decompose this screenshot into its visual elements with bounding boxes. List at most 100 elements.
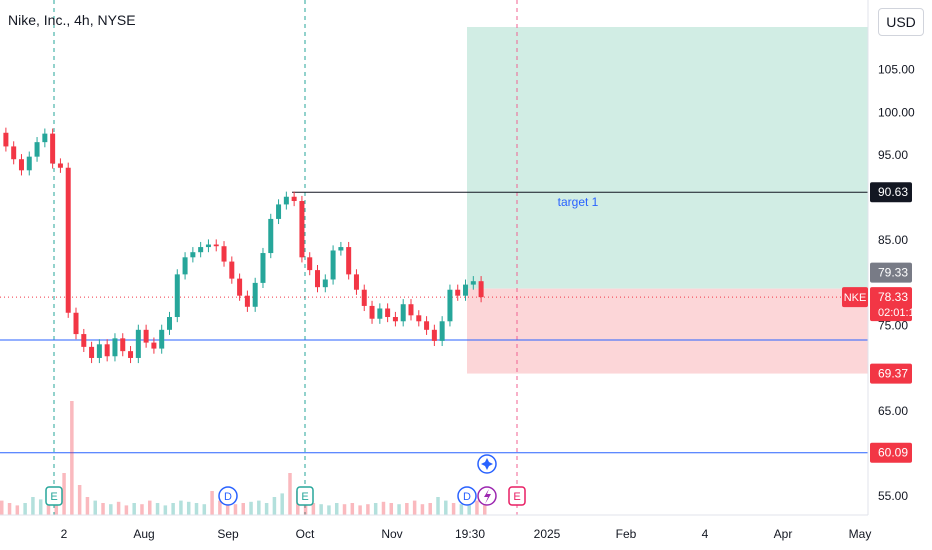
- volume-bar: [132, 503, 136, 515]
- candle-body: [447, 289, 453, 322]
- price-tick-label: 55.00: [878, 489, 908, 503]
- price-tick-label: 65.00: [878, 404, 908, 418]
- candle-body: [73, 312, 79, 335]
- time-tick-label: 2: [61, 527, 68, 541]
- volume-bar: [358, 505, 362, 515]
- candle-body: [299, 201, 305, 258]
- volume-bar: [124, 505, 129, 515]
- time-tick-label: 4: [702, 527, 709, 541]
- candle-body: [120, 338, 126, 352]
- time-tick-label: 19:30: [455, 527, 485, 541]
- lightning-glyph-icon: [484, 489, 491, 504]
- volume-bar: [381, 501, 386, 515]
- volume-bar: [155, 503, 160, 515]
- volume-bar: [373, 503, 378, 515]
- candle-body: [463, 284, 469, 296]
- volume-bar: [334, 503, 339, 515]
- time-tick-label: Sep: [217, 527, 239, 541]
- stop-price-tag: 69.37: [878, 367, 908, 381]
- candle-body: [338, 247, 344, 251]
- volume-bar: [249, 501, 253, 515]
- earnings-marker-2: [296, 486, 314, 506]
- volume-bar: [444, 500, 448, 515]
- candle-body: [159, 329, 165, 349]
- candle-body: [392, 317, 398, 322]
- volume-bar: [272, 497, 277, 515]
- volume-bar: [327, 505, 331, 515]
- candle-body: [252, 282, 258, 307]
- volume-bar: [241, 503, 245, 515]
- volume-bar: [218, 500, 222, 515]
- last-price-tag-bg: [870, 287, 912, 322]
- candle-body: [205, 244, 211, 248]
- candle-body: [182, 257, 188, 275]
- volume-bar: [303, 500, 308, 515]
- candle-body: [237, 278, 243, 296]
- dividend-marker-1: [218, 486, 238, 506]
- volume-bar: [311, 503, 316, 515]
- volume-bar: [467, 503, 471, 515]
- symbol-tag-bg: [842, 287, 868, 308]
- time-tick-label: 2025: [534, 527, 561, 541]
- candle-body: [424, 321, 430, 330]
- candle-body: [307, 257, 313, 271]
- volume-bar: [171, 503, 175, 515]
- candle-body: [57, 163, 63, 168]
- candle-body: [431, 329, 437, 341]
- candle-body: [361, 289, 367, 306]
- volume-bar: [77, 485, 82, 515]
- time-tick-label: Feb: [616, 527, 637, 541]
- volume-bar: [54, 503, 59, 515]
- candle-body: [166, 317, 172, 330]
- candle-body: [89, 346, 95, 358]
- volume-bar: [38, 499, 43, 515]
- candle-body: [478, 281, 484, 298]
- candle-body: [346, 247, 352, 275]
- event-label-3: D: [463, 491, 471, 503]
- candle-body: [377, 308, 383, 319]
- candle-body: [229, 261, 235, 279]
- candle-body: [439, 321, 445, 341]
- currency-button[interactable]: USD: [878, 8, 924, 36]
- dividend-marker-3: [457, 486, 477, 506]
- resistance-price-tag: 90.63: [878, 185, 908, 199]
- volume-bar: [116, 501, 121, 515]
- time-tick-label: Aug: [133, 527, 154, 541]
- candle-body: [268, 218, 274, 254]
- price-tick-label: 100.00: [878, 105, 915, 119]
- volume-bar: [210, 491, 214, 515]
- candle-body: [283, 196, 289, 205]
- last-price-tag: 78.33: [878, 290, 908, 304]
- event-label-0: E: [50, 491, 57, 503]
- stop-zone: [467, 288, 868, 374]
- candle-body: [330, 250, 336, 280]
- candle-body: [408, 304, 414, 316]
- event-label-2: E: [301, 491, 308, 503]
- candle-body: [174, 274, 180, 318]
- countdown-label: 02:01:18: [878, 307, 921, 319]
- earnings-marker-4: [508, 486, 526, 506]
- volume-bar: [288, 473, 292, 515]
- time-tick-label: Apr: [774, 527, 793, 541]
- event-label-1: D: [224, 491, 232, 503]
- volume-bar: [412, 500, 417, 515]
- volume-bar: [225, 503, 230, 515]
- volume-bar: [483, 503, 487, 515]
- symbol-tag: NKE: [844, 292, 867, 304]
- volume-bar: [186, 501, 191, 515]
- support-price-tag: 60.09: [878, 446, 908, 460]
- volume-bar: [459, 504, 464, 515]
- volume-bar: [163, 505, 168, 515]
- target-note: target 1: [558, 195, 599, 209]
- volume-bar: [451, 503, 456, 515]
- volume-bar: [436, 497, 440, 515]
- volume-bar: [62, 473, 66, 515]
- volume-bar: [342, 504, 347, 515]
- time-tick-label: Oct: [296, 527, 315, 541]
- candle-body: [213, 244, 219, 247]
- price-tick-label: 95.00: [878, 148, 908, 162]
- volume-bar: [280, 493, 284, 515]
- volume-bar: [366, 504, 370, 515]
